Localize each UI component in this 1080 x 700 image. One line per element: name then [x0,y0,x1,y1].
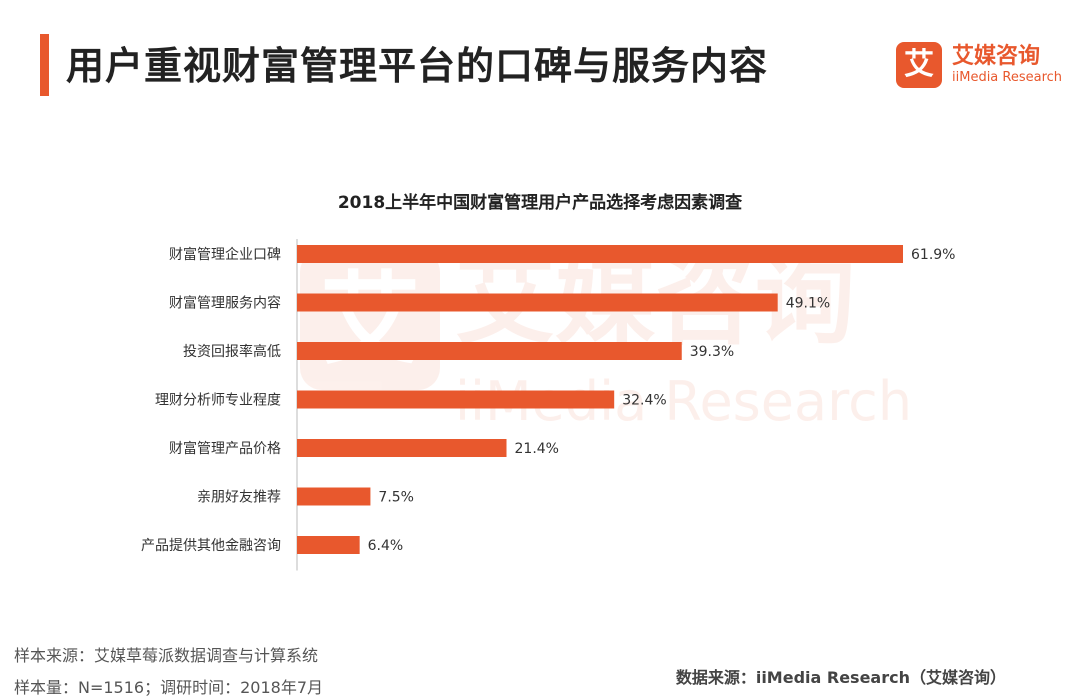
sample-source: 样本来源：艾媒草莓派数据调查与计算系统 [14,646,319,665]
bar [297,245,903,263]
category-label: 产品提供其他金融咨询 [141,538,281,554]
chart-title: 2018上半年中国财富管理用户产品选择考虑因素调查 [337,193,743,213]
value-label: 61.9% [911,247,955,263]
bar [297,487,371,506]
data-source: 数据来源：iiMedia Research（艾媒咨询） [675,668,1006,687]
category-label: 财富管理企业口碑 [169,246,281,263]
value-label: 39.3% [690,344,734,360]
category-label: 财富管理产品价格 [169,440,281,457]
category-label: 理财分析师专业程度 [155,393,281,409]
value-label: 49.1% [786,296,830,312]
category-label: 财富管理服务内容 [169,295,281,312]
category-label: 投资回报率高低 [183,343,281,360]
value-label: 32.4% [622,393,666,409]
logo-mark-icon: 艾 [896,42,942,88]
sample-size-and-date: 样本量：N=1516；调研时间：2018年7月 [14,678,323,697]
bar [297,390,615,409]
bar [297,439,507,457]
brand-logo: 艾 艾媒咨询 iiMedia Research [896,38,1066,94]
logo-chinese-name: 艾媒咨询 [952,44,1041,69]
category-label: 亲朋好友推荐 [197,490,281,506]
bar [297,536,360,554]
value-label: 7.5% [378,490,414,506]
bar [297,293,778,312]
value-label: 6.4% [368,538,404,554]
bar [297,342,682,360]
title-accent-bar [40,34,49,96]
value-label: 21.4% [515,441,559,457]
logo-english-name: iiMedia Research [952,70,1063,85]
page-title: 用户重视财富管理平台的口碑与服务内容 [66,44,769,88]
